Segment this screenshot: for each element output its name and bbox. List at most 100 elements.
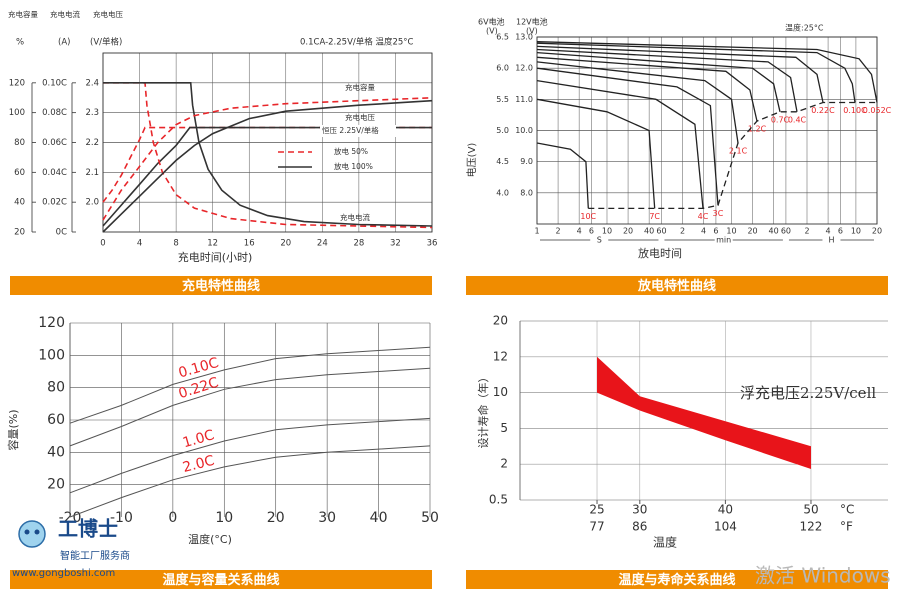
x2-tick-label: 86 [632, 520, 647, 534]
x-tick-label: 40 [769, 227, 779, 236]
x-tick-label: 10 [851, 227, 861, 236]
x-tick-label: 1 [534, 227, 539, 236]
x-tick-label: 8 [173, 239, 178, 249]
x-tick-label: 10 [726, 227, 736, 236]
y-tick-label: 8.0 [520, 188, 533, 197]
unit-bg [714, 235, 733, 245]
axis-title: % [16, 38, 24, 48]
y2-tick-label: 6.5 [496, 33, 509, 42]
y-tick-label: 10.0 [515, 126, 533, 135]
series-line [536, 41, 878, 103]
y-tick-label: 120 [38, 315, 65, 331]
series-label: 0.4C [788, 115, 807, 124]
y-tick-label: 5 [500, 421, 508, 435]
x-tick-label: 30 [632, 503, 647, 517]
x-tick-label: 60 [656, 227, 666, 236]
y-header: 12V电池 [516, 17, 548, 27]
unit-label: min [716, 236, 731, 245]
logo-eye [34, 529, 40, 535]
y-tick-label: 2.2 [85, 138, 99, 148]
y2-tick-label: 20 [14, 228, 25, 238]
y-tick-label: 2.3 [85, 108, 99, 118]
x-tick-label: 25 [589, 503, 604, 517]
series-line [69, 367, 431, 447]
life-band [597, 356, 811, 469]
series-line [536, 79, 704, 209]
x-tick-label: 20 [267, 510, 285, 526]
x-tick-label: 10 [215, 510, 233, 526]
x-tick-label: 36 [427, 239, 438, 249]
x2-unit: °F [840, 520, 853, 534]
x-tick-label: 50 [803, 503, 818, 517]
x-tick-label: 20 [280, 239, 291, 249]
series-line [103, 82, 433, 227]
x-tick-label: -20 [59, 510, 82, 526]
series-line [536, 42, 856, 103]
x-tick-label: 2 [680, 227, 685, 236]
y-axis-title: 电压(V) [465, 143, 478, 178]
y3-tick-label: 0.10C [42, 78, 67, 88]
y-tick-label: 20 [493, 314, 508, 328]
x-tick-label: 20 [872, 227, 882, 236]
y-axis-title: 设计寿命（年） [476, 372, 490, 449]
y3-tick-label: 0.04C [42, 168, 67, 178]
series-line [536, 61, 739, 144]
y2-tick-label: 4.5 [496, 157, 509, 166]
x-tick-label: 4 [826, 227, 831, 236]
y-tick-label: 0.5 [489, 493, 508, 507]
x-tick-label: 60 [781, 227, 791, 236]
y-tick-label: 2.4 [85, 78, 99, 88]
y-tick-label: 80 [47, 380, 65, 396]
series-line [536, 67, 719, 206]
y-unit: (V) [486, 27, 498, 36]
x-tick-label: 4 [577, 227, 582, 236]
unit-bg [590, 235, 609, 245]
series-line [536, 56, 758, 122]
y3-tick-label: 0.08C [42, 108, 67, 118]
y2-tick-label: 120 [9, 78, 25, 88]
legend-label: 放电 50% [334, 146, 368, 156]
x-axis-title: 温度(°C) [188, 532, 232, 546]
y-tick-label: 2.0 [85, 198, 99, 208]
unit-label: H [828, 236, 834, 245]
y3-tick-label: 0.06C [42, 138, 67, 148]
series-label: 4C [698, 212, 709, 221]
x-tick-label: 20 [623, 227, 633, 236]
x-tick-label: 40 [718, 503, 733, 517]
series-line [536, 45, 824, 103]
series-line [103, 82, 433, 229]
chart-title: 充电特性曲线 [182, 278, 260, 294]
x-tick-label: 10 [602, 227, 612, 236]
series-label: 0.052C [863, 106, 892, 115]
logo-tagline: 智能工厂服务商 [60, 549, 130, 562]
series-label: 0.10C [843, 106, 867, 115]
legend-label: 放电 100% [334, 161, 373, 171]
plot-frame [536, 36, 878, 225]
series-label: 10C [580, 212, 596, 221]
label-bg [320, 125, 396, 137]
note: 0.1CA-2.25V/单格 温度25°C [300, 37, 414, 48]
x-tick-label: 0 [168, 510, 177, 526]
unit-bg [822, 235, 841, 245]
y-tick-label: 40 [47, 444, 65, 460]
y-tick-label: 12 [493, 349, 508, 363]
logo-eye [24, 529, 30, 535]
note: 温度:25°C [785, 23, 824, 33]
y2-tick-label: 100 [9, 108, 25, 118]
series-line [536, 48, 798, 112]
series-line [102, 126, 432, 227]
x-tick-label: 6 [713, 227, 718, 236]
series-line [536, 142, 589, 209]
x-tick-label: 20 [747, 227, 757, 236]
logo-head [18, 520, 46, 548]
y-tick-label: 2 [500, 457, 508, 471]
y-tick-label: 11.0 [515, 95, 533, 104]
y-tick-label: 13.0 [515, 33, 533, 42]
x-tick-label: 50 [421, 510, 439, 526]
series-line [536, 51, 781, 112]
note: 浮充电压2.25V/cell [740, 384, 876, 402]
series-label: 2.0C [181, 453, 216, 476]
os-watermark: 激活 Windows [755, 564, 891, 588]
